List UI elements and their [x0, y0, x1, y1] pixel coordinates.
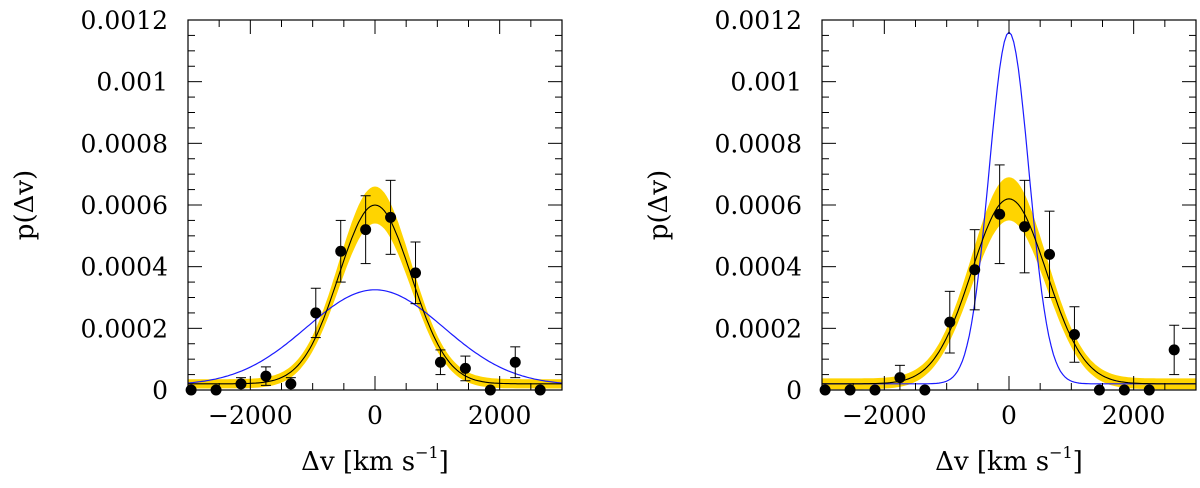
data-point	[235, 378, 247, 390]
y-tick-label: 0.0004	[81, 253, 168, 282]
data-point	[385, 211, 397, 223]
x-tick-label: 2000	[1102, 401, 1166, 430]
y-axis-label: p(Δv)	[10, 170, 40, 240]
y-tick-label: 0.0002	[81, 314, 168, 343]
y-tick-label: 0.001	[96, 68, 168, 97]
y-tick-label: 0.0012	[81, 6, 168, 35]
data-point	[894, 372, 906, 384]
x-tick-label: 0	[1001, 401, 1017, 430]
data-point	[994, 208, 1006, 220]
data-point	[335, 245, 347, 257]
data-point	[310, 307, 322, 319]
chart-panel-left: −2000 0 2000 0 0.0002 0.0004 0.0006 0.0008 0.001…	[10, 6, 563, 477]
x-tick-label: 2000	[468, 401, 532, 430]
x-tick-label: −2000	[842, 401, 927, 430]
data-point	[285, 378, 297, 390]
y-tick-label: 0.001	[730, 68, 802, 97]
y-tick-label: 0.0012	[715, 6, 802, 35]
data-point	[260, 370, 272, 382]
y-tick-label: 0.0008	[715, 129, 802, 158]
data-point	[1044, 248, 1056, 260]
data-point	[1168, 344, 1180, 356]
data-point	[1019, 221, 1031, 233]
data-point	[459, 362, 471, 374]
data-point	[944, 316, 956, 328]
y-tick-label: 0.0006	[715, 191, 802, 220]
x-tick-label: −2000	[208, 401, 293, 430]
x-axis-label: Δv [km s−1]	[935, 443, 1083, 477]
data-point	[360, 224, 372, 236]
y-tick-label: 0	[786, 376, 802, 405]
data-point	[509, 356, 521, 368]
comparison-gaussian-line	[187, 289, 563, 384]
data-point	[434, 356, 446, 368]
y-tick-label: 0.0004	[715, 253, 802, 282]
gaussian-fit-line	[822, 198, 1196, 385]
data-point	[410, 267, 422, 279]
x-axis-label: Δv [km s−1]	[301, 443, 449, 477]
y-tick-label: 0.0006	[81, 191, 168, 220]
y-axis-label: p(Δv)	[644, 170, 674, 240]
y-tick-label: 0.0002	[715, 314, 802, 343]
y-tick-label: 0.0008	[81, 129, 168, 158]
gaussian-fit-line	[188, 204, 562, 385]
fit-confidence-band	[188, 186, 562, 389]
data-point	[969, 264, 981, 276]
data-point	[1068, 329, 1080, 340]
chart-panel-right: −2000 0 2000 0 0.0002 0.0004 0.0006 0.0008 0.001…	[644, 6, 1197, 477]
y-tick-label: 0	[152, 376, 168, 405]
fit-confidence-band	[822, 177, 1196, 390]
x-tick-label: 0	[367, 401, 383, 430]
